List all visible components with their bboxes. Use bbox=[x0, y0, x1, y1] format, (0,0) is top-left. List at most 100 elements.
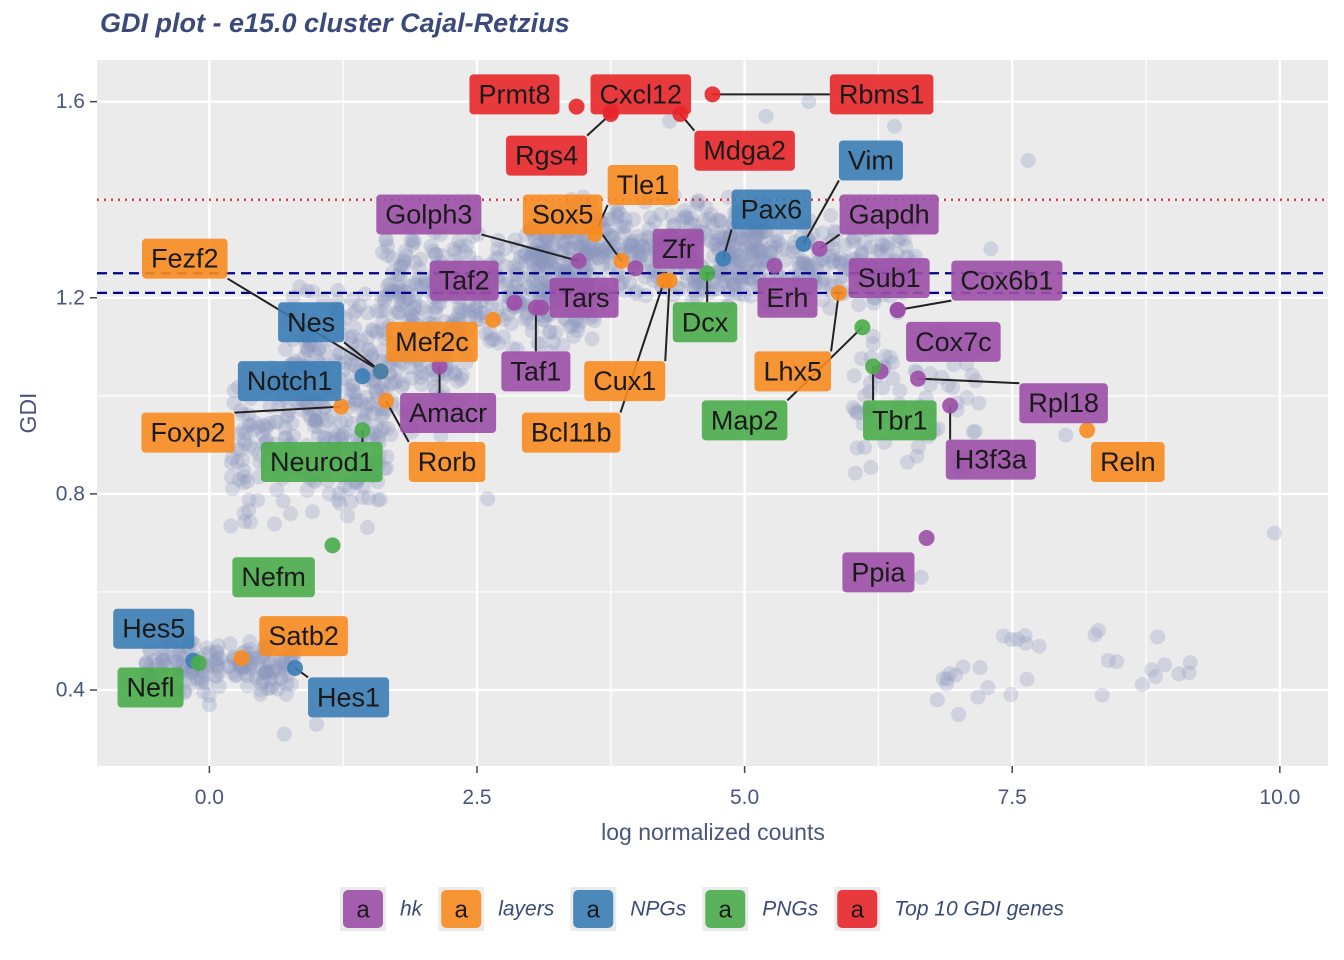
background-point bbox=[879, 240, 895, 256]
gene-labels: Prmt8 Cxcl12 Rbms1 Rgs4 Mdga2 Vim Tle1 Pax6 Gapd… bbox=[113, 74, 1165, 718]
background-point bbox=[722, 229, 738, 245]
gene-label: Cox6b1 bbox=[951, 260, 1063, 301]
x-axis-ticks: 0.0 2.5 5.0 7.5 10.0 bbox=[195, 766, 1300, 809]
background-point bbox=[498, 240, 514, 256]
background-point bbox=[743, 253, 759, 269]
background-point bbox=[594, 257, 610, 273]
background-point bbox=[1150, 629, 1166, 645]
background-point bbox=[711, 229, 727, 245]
gene-label-box bbox=[549, 277, 619, 318]
background-point bbox=[557, 257, 573, 273]
gene-label: Bcl11b bbox=[521, 412, 621, 453]
background-point bbox=[233, 402, 249, 418]
background-point bbox=[940, 377, 956, 393]
background-point bbox=[171, 647, 187, 663]
gene-point bbox=[854, 319, 871, 336]
background-point bbox=[1109, 654, 1125, 670]
background-point bbox=[391, 286, 407, 302]
background-point bbox=[224, 450, 240, 466]
background-point bbox=[535, 245, 551, 261]
background-point bbox=[616, 226, 632, 242]
background-point bbox=[208, 651, 224, 667]
background-point bbox=[885, 370, 901, 386]
background-point bbox=[849, 440, 865, 456]
background-point bbox=[279, 676, 295, 692]
background-point bbox=[529, 272, 545, 288]
background-point bbox=[273, 670, 289, 686]
background-point bbox=[286, 428, 302, 444]
background-point bbox=[525, 273, 541, 289]
background-point bbox=[536, 312, 552, 328]
background-point bbox=[236, 505, 252, 521]
background-point bbox=[338, 413, 354, 429]
background-point bbox=[498, 276, 514, 292]
y-tick-label: 1.2 bbox=[56, 286, 85, 309]
gene-label-box bbox=[232, 557, 315, 598]
gene-label: Golph3 bbox=[376, 194, 482, 235]
background-point bbox=[801, 94, 817, 110]
background-point bbox=[307, 412, 323, 428]
legend-label: PNGs bbox=[762, 898, 819, 921]
background-point bbox=[365, 405, 381, 421]
background-point bbox=[263, 680, 279, 696]
background-point bbox=[522, 250, 538, 266]
background-point bbox=[851, 405, 867, 421]
background-point bbox=[548, 325, 564, 341]
background-point bbox=[533, 275, 549, 291]
background-point bbox=[753, 231, 769, 247]
background-point bbox=[225, 481, 241, 497]
background-point bbox=[194, 675, 210, 691]
background-point bbox=[865, 336, 881, 352]
x-tick-label: 7.5 bbox=[998, 786, 1027, 809]
background-point bbox=[749, 240, 765, 256]
background-point bbox=[341, 382, 357, 398]
gene-label-text: Amacr bbox=[409, 398, 487, 428]
gene-label-text: Ppia bbox=[851, 557, 906, 587]
background-point bbox=[467, 303, 483, 319]
background-point bbox=[972, 660, 988, 676]
background-point bbox=[447, 364, 463, 380]
background-point bbox=[596, 243, 612, 259]
background-point bbox=[380, 421, 396, 437]
background-point bbox=[810, 255, 826, 271]
gene-label-text: Notch1 bbox=[247, 366, 333, 396]
background-point bbox=[240, 678, 256, 694]
background-point bbox=[886, 118, 902, 134]
background-point bbox=[395, 258, 411, 274]
background-point bbox=[557, 263, 573, 279]
background-point bbox=[401, 278, 417, 294]
background-point bbox=[314, 411, 330, 427]
background-point bbox=[277, 429, 293, 445]
gene-label-text: H3f3a bbox=[955, 445, 1028, 475]
background-point bbox=[639, 254, 655, 270]
background-point bbox=[531, 260, 547, 276]
background-point bbox=[518, 245, 534, 261]
background-point bbox=[980, 680, 996, 696]
background-point bbox=[816, 259, 832, 275]
gene-label: Tle1 bbox=[607, 165, 679, 206]
gene-label: Sub1 bbox=[848, 258, 930, 299]
gene-label-box bbox=[1019, 383, 1108, 424]
gene-label-text: Hes1 bbox=[317, 682, 380, 712]
gene-point bbox=[795, 235, 812, 252]
gene-point bbox=[613, 253, 630, 270]
background-point bbox=[405, 308, 421, 324]
background-point bbox=[253, 676, 269, 692]
background-point bbox=[210, 638, 226, 654]
background-point bbox=[951, 707, 967, 723]
background-point bbox=[555, 338, 571, 354]
background-point bbox=[733, 254, 749, 270]
background-point bbox=[273, 655, 289, 671]
background-point bbox=[725, 238, 741, 254]
gene-label-text: Zfr bbox=[662, 234, 695, 264]
background-point bbox=[537, 257, 553, 273]
background-point bbox=[727, 285, 743, 301]
background-point bbox=[407, 299, 423, 315]
background-point bbox=[147, 652, 163, 668]
background-point bbox=[634, 245, 650, 261]
background-point bbox=[266, 516, 282, 532]
background-point bbox=[403, 232, 419, 248]
background-point bbox=[617, 283, 633, 299]
background-point bbox=[267, 414, 283, 430]
background-point bbox=[678, 265, 694, 281]
